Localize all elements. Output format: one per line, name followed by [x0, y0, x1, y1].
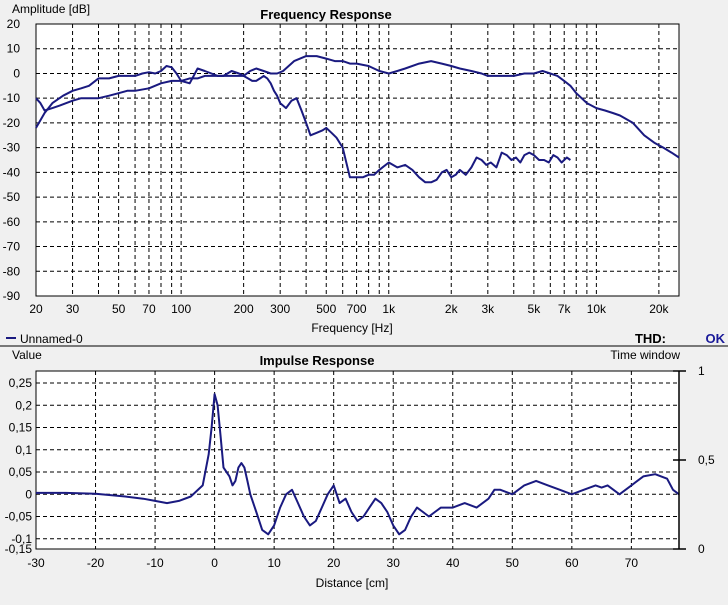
fr-x-tick-label: 7k: [558, 302, 572, 316]
ir-y-tick-labels: 0,25 0,2 0,15 0,1 0,05 0 -0,05 -0,1-0,15: [5, 376, 33, 556]
time-window-tick-label: 0: [698, 542, 705, 556]
ir-x-tick-labels: -30 -20 -10 0 10 20 30 40 50 60 70: [27, 556, 638, 570]
fr-x-tick-label: 20k: [649, 302, 669, 316]
fr-x-tick-label: 30: [66, 302, 80, 316]
frequency-response-chart: 20 30 50 70 100 200 300 500 700 1k 2k 3k 5k 7k 10k 20k …: [3, 2, 726, 346]
ir-x-tick-label: 70: [625, 556, 639, 570]
ir-y-tick-label: 0,1: [15, 443, 32, 457]
fr-x-tick-labels: 20 30 50 70 100 200 300 500 700 1k 2k 3k 5k 7k 10k 20k: [29, 302, 669, 316]
fr-y-tick-label: -60: [3, 215, 21, 229]
fr-y-tick-label: -70: [3, 240, 21, 254]
fr-y-tick-label: 0: [13, 66, 20, 80]
fr-x-tick-label: 3k: [481, 302, 495, 316]
fr-plot-area: [35, 23, 680, 297]
fr-y-tick-label: 20: [7, 17, 21, 31]
ir-x-tick-label: 60: [565, 556, 579, 570]
fr-x-tick-label: 5k: [528, 302, 542, 316]
ir-y-tick-label: -0,05: [5, 510, 33, 524]
ir-x-tick-label: 0: [211, 556, 218, 570]
ir-plot-area: [35, 370, 680, 550]
fr-y-tick-label: -50: [3, 190, 21, 204]
fr-y-tick-label: -30: [3, 141, 21, 155]
ir-y-axis-label: Value: [12, 348, 42, 362]
fr-series-line-1: [35, 55, 680, 159]
ir-y-tick-label: 0,05: [9, 465, 33, 479]
ir-y-tick-label: -0,15: [5, 542, 33, 556]
ir-x-tick-label: 20: [327, 556, 341, 570]
time-window-tick-label: 0,5: [698, 453, 715, 467]
fr-x-tick-label: 2k: [445, 302, 459, 316]
legend-label: Unnamed-0: [20, 332, 83, 346]
fr-y-tick-label: -10: [3, 91, 21, 105]
fr-y-tick-label: -20: [3, 116, 21, 130]
ir-x-tick-label: -20: [87, 556, 105, 570]
fr-x-tick-label: 300: [270, 302, 290, 316]
ir-grid: [36, 371, 679, 549]
ir-y-tick-label: 0: [25, 487, 32, 501]
ir-x-tick-label: 40: [446, 556, 460, 570]
ir-x-tick-label: -30: [27, 556, 45, 570]
fr-y-axis-label: Amplitude [dB]: [12, 2, 90, 16]
ir-chart-title: Impulse Response: [260, 353, 375, 368]
ir-x-tick-label: -10: [146, 556, 164, 570]
fr-x-axis-label: Frequency [Hz]: [311, 321, 392, 335]
ir-y-tick-label: 0,2: [15, 398, 32, 412]
fr-series-line-2: [35, 74, 571, 184]
time-window-label: Time window: [610, 348, 680, 362]
ir-x-tick-label: 10: [267, 556, 281, 570]
fr-chart-title: Frequency Response: [260, 7, 392, 22]
ir-y-tick-label: 0,25: [9, 376, 33, 390]
time-window-ticks: 10,50: [673, 364, 715, 556]
fr-x-tick-label: 100: [171, 302, 191, 316]
fr-series-lines: [35, 55, 680, 184]
fr-y-tick-label: 10: [7, 42, 21, 56]
ir-series-line: [36, 393, 680, 536]
time-window-tick-label: 1: [698, 364, 705, 378]
ir-y-tick-label: 0,15: [9, 421, 33, 435]
impulse-response-chart: -30 -20 -10 0 10 20 30 40 50 60 70 0,250,20,150,10…: [5, 348, 715, 590]
fr-x-tick-label: 1k: [382, 302, 396, 316]
fr-x-tick-label: 10k: [587, 302, 607, 316]
fr-y-tick-label: -90: [3, 289, 21, 303]
fr-x-tick-label: 20: [29, 302, 43, 316]
ir-x-tick-label: 30: [387, 556, 401, 570]
thd-label: THD:: [635, 331, 666, 346]
fr-grid: [36, 24, 679, 296]
fr-x-tick-label: 50: [112, 302, 126, 316]
ir-y-tick-label: -0,1: [11, 532, 32, 546]
fr-y-tick-label: -80: [3, 264, 21, 278]
ir-x-axis-label: Distance [cm]: [316, 576, 389, 590]
fr-y-tick-labels: 20 10 0 -10 -20 -30 -40 -50 -60 -70 -80 -90: [3, 17, 21, 303]
fr-x-tick-label: 700: [347, 302, 367, 316]
fr-x-tick-label: 200: [234, 302, 254, 316]
fr-x-tick-label: 500: [316, 302, 336, 316]
fr-x-tick-label: 70: [142, 302, 156, 316]
ir-series-lines: [36, 393, 680, 536]
ir-x-tick-label: 50: [506, 556, 520, 570]
thd-status: OK: [706, 331, 726, 346]
fr-y-tick-label: -40: [3, 165, 21, 179]
